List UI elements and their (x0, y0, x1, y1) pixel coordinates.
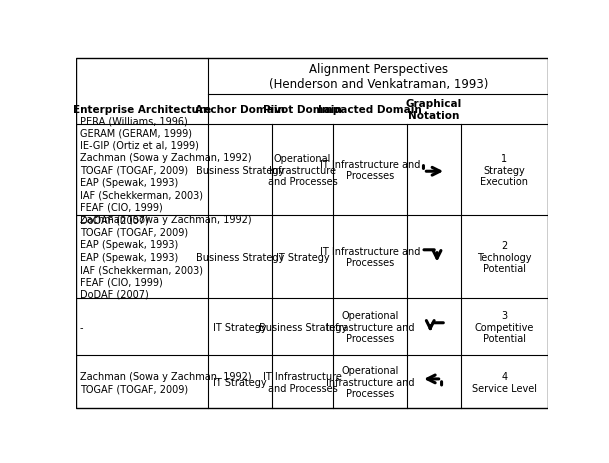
Text: Impacted Domain: Impacted Domain (318, 105, 422, 115)
Text: Operational
Infrastructure and
Processes: Operational Infrastructure and Processes (326, 365, 414, 399)
Text: Business Strategy: Business Strategy (259, 322, 347, 332)
Text: IT Strategy: IT Strategy (276, 252, 329, 262)
Text: Enterprise Architecture: Enterprise Architecture (73, 105, 211, 115)
Text: 2
Technology
Potential: 2 Technology Potential (477, 241, 532, 274)
Text: Business Strategy: Business Strategy (196, 165, 284, 175)
Text: IT Infrastructure and
Processes: IT Infrastructure and Processes (320, 160, 420, 181)
Text: Pivot Domain: Pivot Domain (263, 105, 342, 115)
Text: 4
Service Level: 4 Service Level (472, 371, 537, 393)
Text: Zachman (Sowa y Zachman, 1992)
TOGAF (TOGAF, 2009)
EAP (Spewak, 1993)
EAP (Spewa: Zachman (Sowa y Zachman, 1992) TOGAF (TO… (80, 215, 252, 299)
Text: 3
Competitive
Potential: 3 Competitive Potential (475, 310, 534, 344)
Text: Business Strategy: Business Strategy (196, 252, 284, 262)
Text: 1
Strategy
Execution: 1 Strategy Execution (481, 154, 529, 187)
Text: IT Infrastructure
and Processes: IT Infrastructure and Processes (263, 371, 342, 393)
Text: Anchor Domain: Anchor Domain (195, 105, 285, 115)
Text: PERA (Williams, 1996)
GERAM (GERAM, 1999)
IE-GIP (Ortiz et al, 1999)
Zachman (So: PERA (Williams, 1996) GERAM (GERAM, 1999… (80, 116, 252, 225)
Text: Alignment Perspectives
(Henderson and Venkatraman, 1993): Alignment Perspectives (Henderson and Ve… (269, 63, 488, 91)
Text: Zachman (Sowa y Zachman, 1992)
TOGAF (TOGAF, 2009): Zachman (Sowa y Zachman, 1992) TOGAF (TO… (80, 371, 252, 393)
Text: Operational
Infrastructure
and Processes: Operational Infrastructure and Processes (268, 154, 337, 187)
Text: IT Strategy: IT Strategy (213, 377, 267, 387)
Text: Graphical
Notation: Graphical Notation (406, 99, 462, 121)
Text: Operational
Infrastructure and
Processes: Operational Infrastructure and Processes (326, 310, 414, 344)
Text: IT Infrastructure and
Processes: IT Infrastructure and Processes (320, 246, 420, 268)
Text: -: - (80, 322, 83, 332)
Text: IT Strategy: IT Strategy (213, 322, 267, 332)
